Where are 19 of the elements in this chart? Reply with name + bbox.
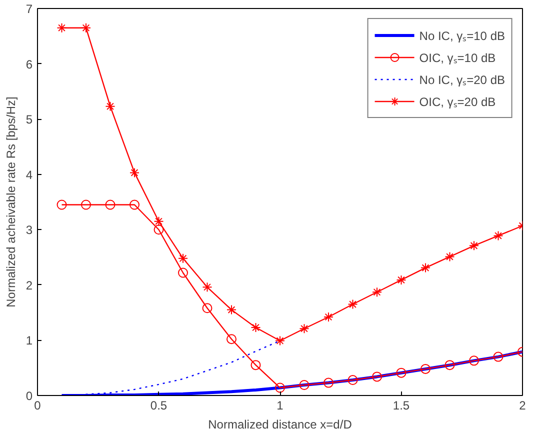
y-tick-label: 7 bbox=[26, 2, 33, 16]
y-tick-label: 3 bbox=[26, 223, 33, 238]
y-tick-label: 6 bbox=[26, 57, 33, 72]
y-axis-title: Normalized acheivable rate Rs [bps/Hz] bbox=[4, 96, 18, 308]
y-tick-label: 1 bbox=[26, 334, 33, 348]
legend-label: No IC, γₛ=10 dB bbox=[419, 28, 505, 44]
x-tick-label: 1.5 bbox=[392, 398, 410, 412]
y-tick-label: 4 bbox=[26, 168, 33, 182]
legend-label: No IC, γₛ=20 dB bbox=[419, 72, 505, 88]
legend-label: OIC, γₛ=10 dB bbox=[419, 50, 496, 66]
y-tick-label: 0 bbox=[26, 389, 33, 403]
legend-label: OIC, γₛ=20 dB bbox=[419, 94, 496, 110]
x-tick-label: 1 bbox=[276, 398, 284, 412]
x-axis-title: Normalized distance x=d/D bbox=[208, 418, 352, 432]
y-tick-label: 5 bbox=[26, 112, 33, 127]
y-tick-label: 2 bbox=[26, 278, 33, 292]
x-tick-label: 0.5 bbox=[150, 398, 168, 412]
x-tick-label: 0 bbox=[34, 398, 42, 412]
x-tick-label: 2 bbox=[519, 398, 526, 412]
